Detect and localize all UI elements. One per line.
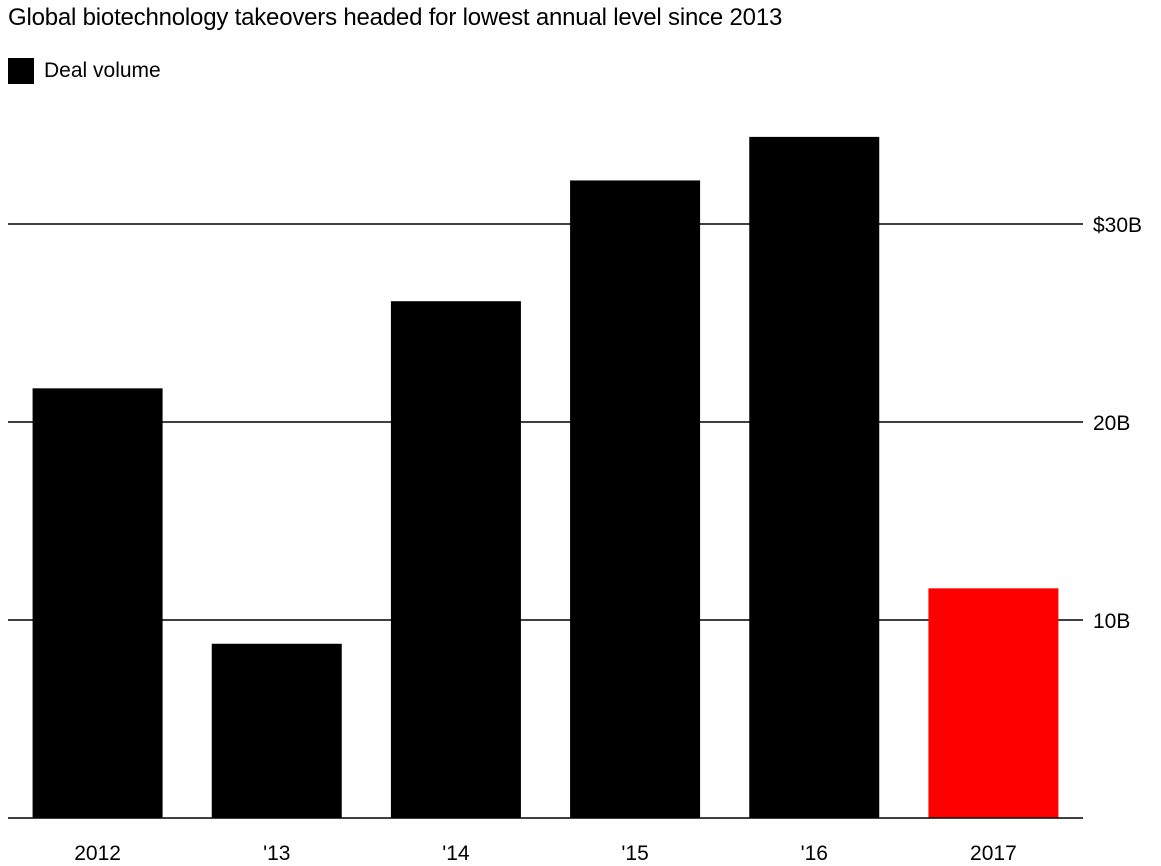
gridlines [8,223,1083,621]
legend: Deal volume [8,58,161,84]
bar-3 [570,180,701,818]
y-tick-label: $30B [1093,214,1142,237]
x-tick-label: '15 [621,842,648,865]
axis-labels: 10B 20B $30B 2012 '13 '14 '15 '16 2017 [74,214,1142,865]
y-tick-label: 20B [1093,412,1130,435]
legend-swatch [8,58,34,84]
y-tick-label: 10B [1093,610,1130,633]
bar-4 [749,136,880,818]
legend-label: Deal volume [44,59,161,82]
x-tick-label: '16 [801,842,828,865]
x-tick-label: '14 [442,842,470,865]
x-tick-label: '13 [263,842,290,865]
chart-title: Global biotechnology takeovers headed fo… [8,4,783,31]
x-tick-label: 2012 [74,842,121,865]
bar-1 [211,643,342,818]
bar-2 [390,301,521,819]
bar-5 [928,588,1059,818]
x-tick-label: 2017 [970,842,1017,865]
bar-0 [32,388,163,818]
bars [32,136,1059,819]
